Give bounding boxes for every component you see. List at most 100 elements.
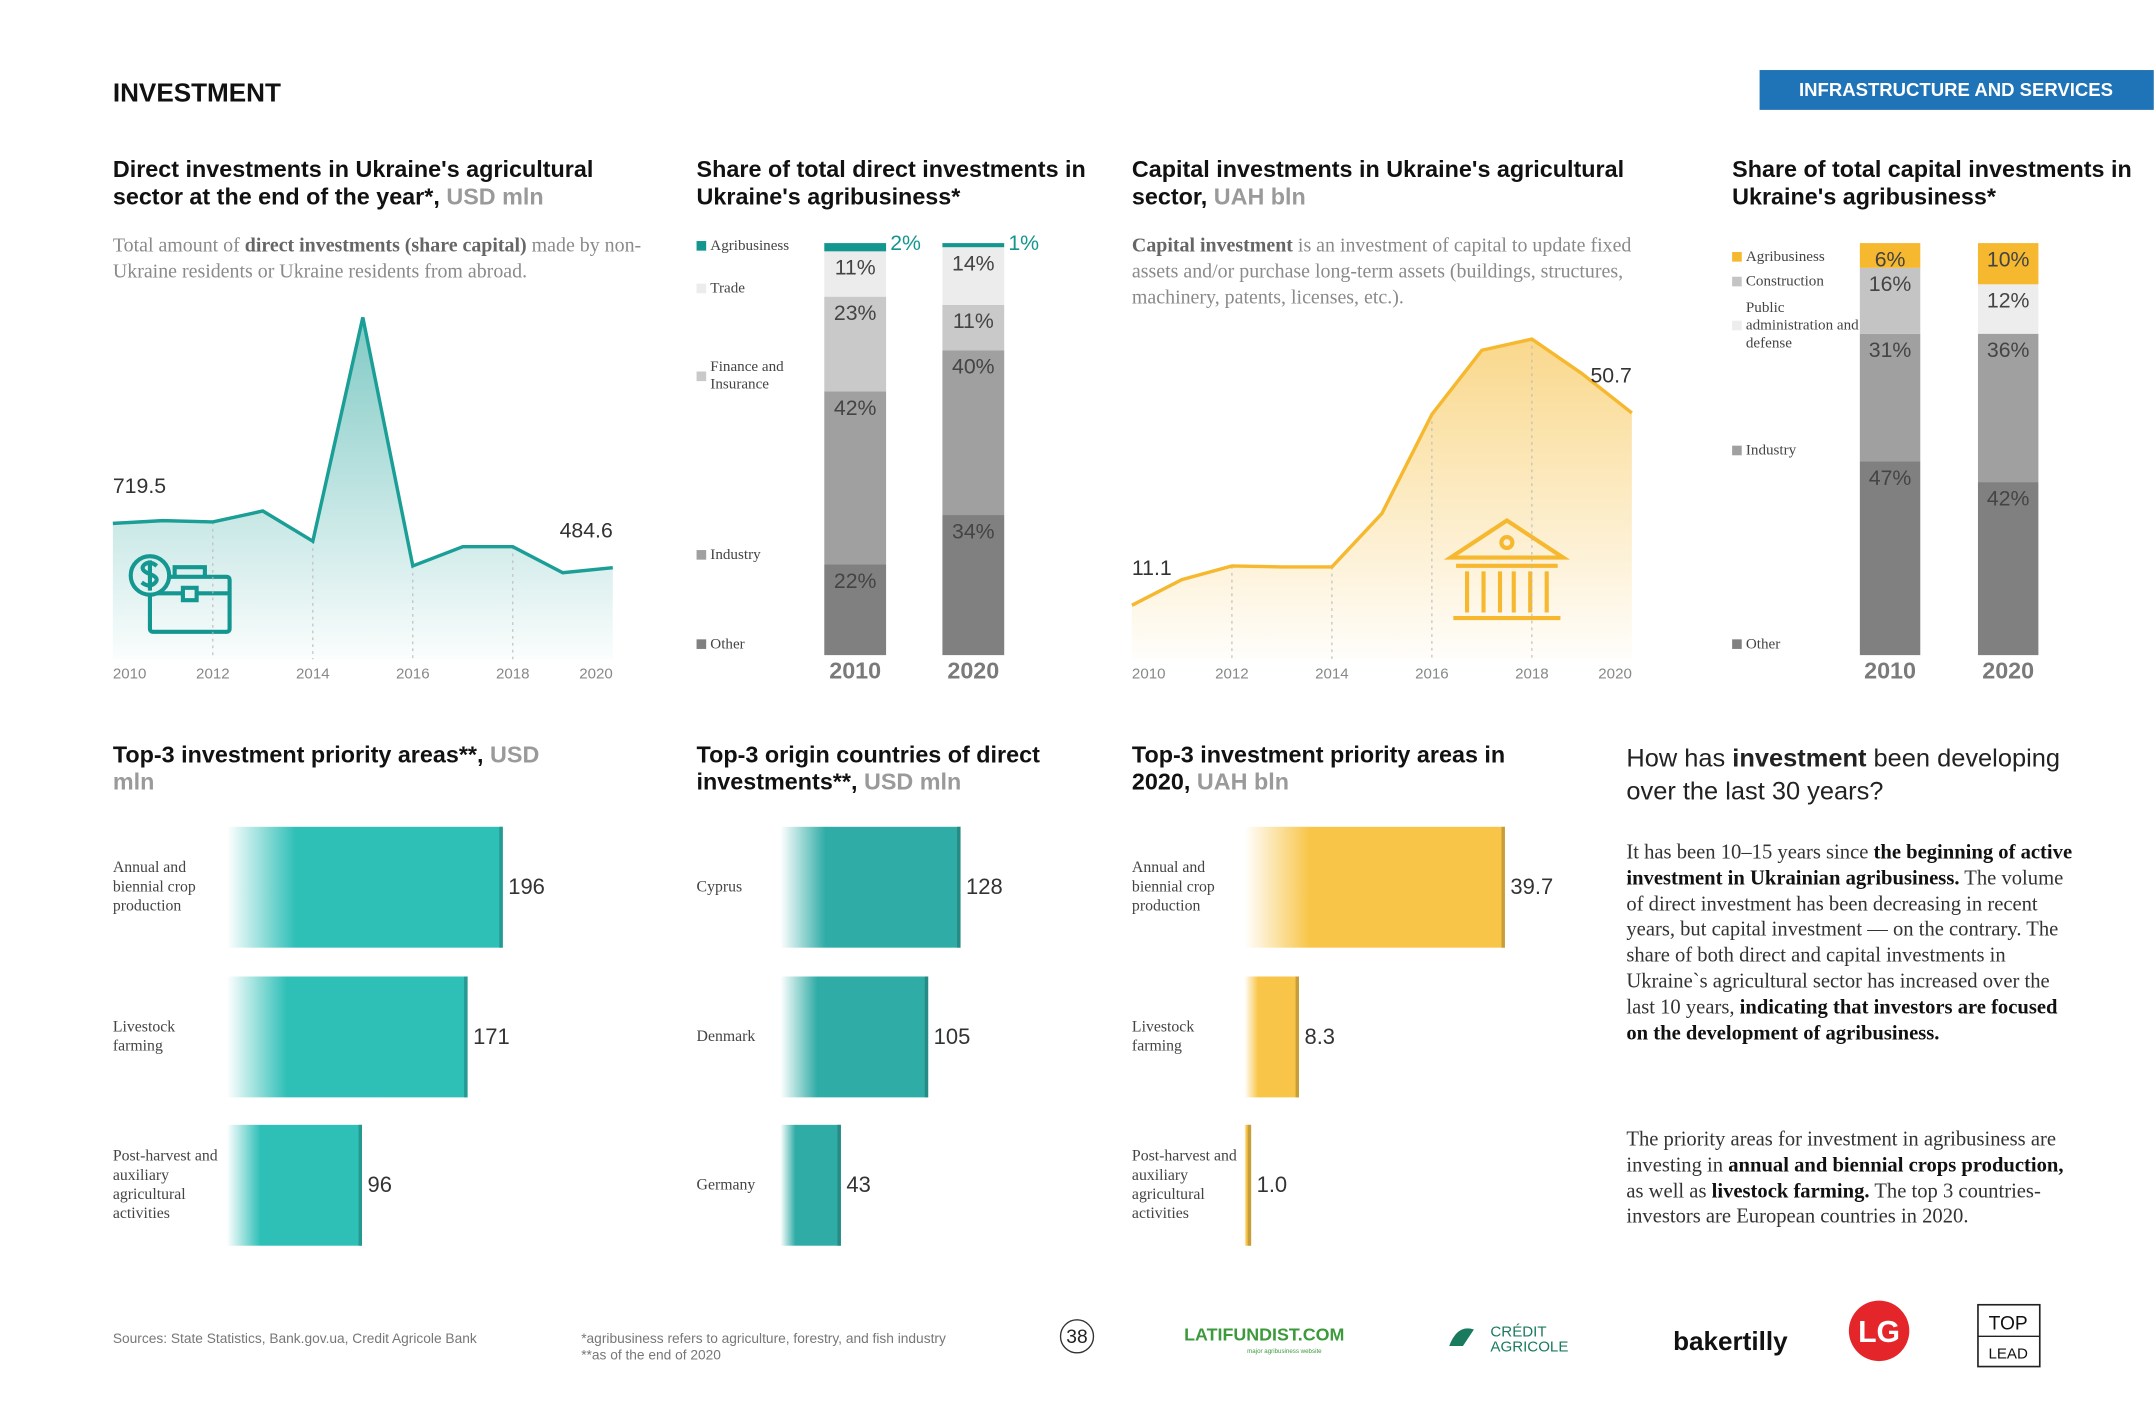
bar-edge	[1501, 826, 1505, 948]
legend-label: Public administration and defense	[1746, 284, 1863, 366]
legend-swatch	[1732, 320, 1742, 331]
text-run: Capital investment	[1131, 234, 1293, 257]
legend-label-box: Industry	[710, 545, 761, 563]
x-tick-label: 2020	[1598, 665, 1632, 682]
text-run: UAH bln	[1213, 184, 1306, 211]
text-run: Industry	[710, 545, 761, 563]
data-label: 719.5	[113, 474, 166, 498]
bar-segment	[1977, 482, 2039, 656]
bar-segment	[942, 304, 1005, 351]
bar	[1244, 826, 1505, 948]
text-run: Post-harvest and auxiliary agricultural …	[112, 1148, 218, 1223]
line	[1131, 337, 1633, 607]
data-label: 42%	[834, 396, 877, 420]
category-label: Cyprus	[697, 827, 804, 948]
bar-segment	[942, 515, 1005, 656]
data-label: 11%	[953, 309, 994, 333]
data-label: 12%	[1987, 289, 2030, 313]
text-run: indicating that investors are focused on…	[1626, 996, 2058, 1045]
data-label: 6%	[1875, 247, 1906, 271]
legend-label-box: Industry	[1746, 409, 1863, 491]
lg-logo-mark	[1848, 1300, 1910, 1362]
chart-title: Share of total direct investments in Ukr…	[697, 157, 1109, 212]
data-label: 50.7	[1590, 364, 1631, 388]
text-run: the beginning of active investment in Uk…	[1626, 841, 2073, 890]
category-label: 2020	[1982, 657, 2034, 683]
text-run: Top-3 origin countries of direct investm…	[696, 741, 1040, 796]
text-paragraph-box: It has been 10–15 years since the beginn…	[1626, 841, 2073, 1045]
legend-label-box: Construction	[1746, 240, 1863, 322]
logo-text: AGRICOLE	[1490, 1338, 1568, 1355]
category-label-box: Annual and biennial crop production	[1132, 860, 1215, 915]
x-tick-label: 2014	[1315, 665, 1349, 682]
category-label-box: Livestock farming	[1132, 1019, 1194, 1055]
data-label: 484.6	[560, 519, 613, 543]
text-heading: How has investment been developing over …	[1626, 742, 2093, 808]
chart-title: Capital investments in Ukraine's agricul…	[1132, 157, 1668, 212]
text-run: Post-harvest and auxiliary agricultural …	[1131, 1148, 1237, 1223]
text-run: as well as	[1626, 1180, 1712, 1203]
bar-edge	[499, 826, 503, 948]
bar-segment	[824, 564, 887, 656]
data-label: 31%	[1869, 338, 1912, 362]
x-tick-label: 2012	[196, 665, 230, 682]
bar-segment	[824, 296, 887, 392]
data-label: 34%	[952, 519, 995, 543]
legend-label: Other	[710, 603, 827, 685]
bar	[780, 976, 929, 1098]
text-run: Trade	[710, 279, 745, 296]
chart-title: Top-3 investment priority areas in 2020,…	[1132, 742, 1544, 797]
sources-box: Sources: State Statistics, Bank.gov.ua, …	[113, 1332, 477, 1347]
category-label-box: Denmark	[697, 1029, 756, 1045]
bar-segment	[1859, 461, 1921, 656]
bar-segment	[942, 247, 1005, 305]
data-label: 11.1	[1132, 556, 1172, 580]
legend-label: Construction	[1746, 240, 1863, 322]
x-tick-label: 2018	[1515, 665, 1549, 682]
text-run: Share of total capital investments in Uk…	[1732, 156, 2132, 211]
data-label: 36%	[1987, 338, 2030, 362]
x-tick-label: 2016	[396, 665, 430, 682]
page-title: INVESTMENT	[113, 78, 281, 108]
data-label: 1%	[1008, 231, 1039, 255]
data-label: 10%	[1987, 247, 2030, 271]
data-label: 22%	[834, 569, 877, 593]
bar-segment	[1859, 243, 1921, 268]
text-paragraph-box: The priority areas for investment in agr…	[1626, 1129, 2063, 1228]
logo-text: TOP	[1989, 1313, 2028, 1334]
text-run: Agribusiness	[1745, 247, 1825, 265]
data-label: 40%	[952, 355, 995, 379]
logo-text: major agribusiness website	[1247, 1348, 1322, 1355]
legend-label: Agribusiness	[1746, 216, 1863, 298]
legend-label: Industry	[1746, 409, 1863, 491]
data-label: 96	[367, 1172, 391, 1197]
x-tick-label: 2014	[296, 665, 330, 682]
bar-edge	[924, 976, 929, 1098]
bar-edge	[837, 1124, 841, 1246]
text-run: Annual and biennial crop production	[112, 859, 196, 915]
legend-label: Finance and Insurance	[710, 335, 827, 417]
data-label: 14%	[952, 252, 995, 276]
x-tick-label: 2016	[1415, 665, 1449, 682]
category-label: Germany	[697, 1125, 804, 1246]
data-label: 171	[473, 1024, 510, 1049]
legend-label-box: Agribusiness	[710, 237, 789, 253]
text-run: Other	[710, 635, 745, 652]
data-label: 42%	[1987, 486, 2030, 510]
text-run: Cyprus	[696, 878, 743, 896]
page-number-circle	[1059, 1319, 1095, 1354]
text-run: Other	[1745, 635, 1781, 652]
text-run: been developing over the last 30 years?	[1626, 743, 2061, 805]
chart-title-box: Share of total direct investments in Ukr…	[697, 157, 1109, 212]
bar	[226, 1124, 362, 1246]
category-label-box: Annual and biennial crop production	[112, 859, 196, 915]
chart-title: Top-3 origin countries of direct investm…	[697, 742, 1109, 797]
area-fill	[112, 317, 613, 660]
x-tick-label: 2010	[113, 665, 147, 682]
bar	[226, 976, 468, 1098]
section-tag	[1759, 70, 2154, 110]
bar	[780, 826, 961, 948]
category-label: Post-harvest and auxiliary agricultural …	[113, 1125, 220, 1246]
text-run: Top-3 investment priority areas**,	[112, 741, 484, 768]
